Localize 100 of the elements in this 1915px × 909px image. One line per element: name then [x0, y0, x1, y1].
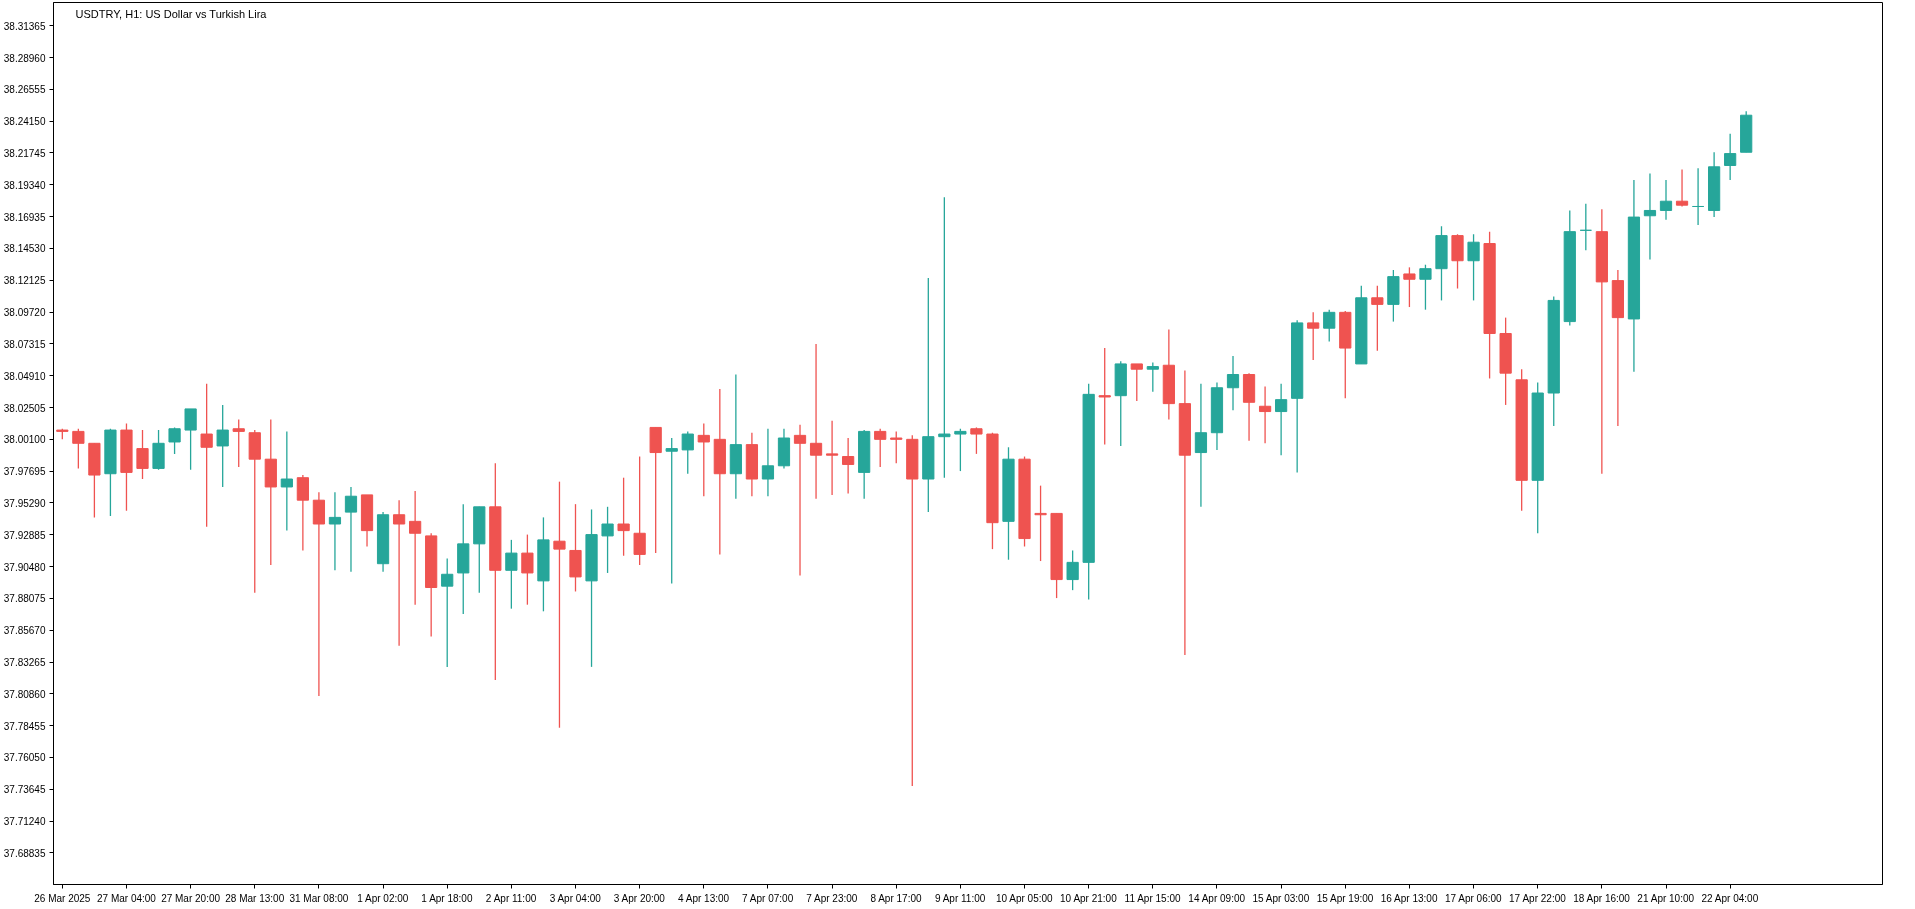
- candlestick: [1146, 361, 1159, 393]
- candlestick: [1643, 172, 1657, 261]
- y-tick-label: 37.88075: [3, 593, 46, 605]
- candlestick: [521, 533, 534, 606]
- candlestick: [328, 491, 342, 571]
- candlestick: [296, 474, 309, 552]
- y-tick-label: 37.97695: [3, 466, 46, 478]
- candlestick: [136, 429, 149, 480]
- x-tick-label: 7 Apr 07:00: [742, 892, 794, 904]
- x-tick-label: 3 Apr 20:00: [613, 892, 666, 904]
- x-tick-label: 2 Apr 11:00: [485, 892, 537, 904]
- y-tick-label: 38.21745: [3, 147, 46, 159]
- x-tick-label: 17 Apr 22:00: [1509, 892, 1567, 904]
- y-tick-label: 38.12125: [3, 275, 46, 287]
- x-tick-label: 10 Apr 05:00: [995, 892, 1054, 904]
- y-tick-label: 38.09720: [3, 307, 46, 319]
- x-tick-label: 14 Apr 09:00: [1188, 892, 1246, 904]
- candlestick: [200, 383, 213, 528]
- candlestick: [890, 430, 903, 464]
- y-tick-label: 38.00100: [3, 434, 46, 446]
- y-tick-label: 38.28960: [3, 52, 46, 64]
- candlestick: [970, 426, 983, 455]
- candlestick: [1226, 355, 1240, 411]
- candlestick: [1403, 266, 1416, 308]
- x-tick-label: 15 Apr 03:00: [1252, 892, 1310, 904]
- candlestick: [505, 539, 518, 610]
- y-tick-label: 38.16935: [3, 211, 46, 223]
- x-tick-label: 1 Apr 18:00: [421, 892, 473, 904]
- y-tick-label: 38.19340: [3, 179, 46, 191]
- candlestick: [1066, 549, 1079, 591]
- candlestick: [216, 404, 229, 488]
- x-tick-label: 21 Apr 10:00: [1637, 892, 1695, 904]
- candlestick: [232, 418, 245, 468]
- candlestick: [168, 426, 181, 455]
- candlestick: [601, 506, 614, 574]
- candlestick: [1675, 168, 1689, 208]
- y-tick-label: 37.85670: [3, 625, 46, 637]
- x-tick-label: 27 Mar 04:00: [97, 892, 157, 904]
- y-tick-label: 38.24150: [3, 116, 46, 128]
- x-tick-label: 16 Apr 13:00: [1380, 892, 1438, 904]
- candlestick: [842, 437, 855, 495]
- candlestick: [1258, 385, 1272, 444]
- candlestick: [809, 343, 823, 500]
- y-tick-label: 38.04910: [3, 370, 46, 382]
- y-tick-label: 38.07315: [3, 338, 46, 350]
- candlestick: [72, 428, 85, 470]
- y-tick-label: 37.90480: [3, 561, 46, 573]
- x-tick-label: 28 Mar 13:00: [225, 892, 285, 904]
- candlestick: [665, 437, 678, 585]
- candlestick: [761, 428, 775, 497]
- candlestick: [1371, 285, 1384, 352]
- y-tick-label: 38.26555: [3, 84, 46, 96]
- x-tick-label: 27 Mar 20:00: [161, 892, 221, 904]
- candlestick: [1194, 383, 1208, 508]
- candlestick: [874, 428, 887, 468]
- x-tick-label: 31 Mar 08:00: [289, 892, 349, 904]
- y-tick-label: 38.14530: [3, 243, 46, 255]
- candlestick: [280, 430, 293, 532]
- x-tick-label: 18 Apr 16:00: [1573, 892, 1631, 904]
- candlestick: [954, 428, 967, 472]
- candlestick: [1098, 347, 1111, 446]
- candlestick: [392, 499, 406, 647]
- x-tick-label: 11 Apr 15:00: [1124, 892, 1181, 904]
- candlestick: [409, 490, 422, 606]
- x-tick-label: 15 Apr 19:00: [1316, 892, 1374, 904]
- x-tick-label: 22 Apr 04:00: [1701, 892, 1759, 904]
- text: USDTRY, H1: US Dollar vs Turkish Lira: [75, 7, 268, 20]
- candlestick: [617, 477, 630, 557]
- y-tick-label: 38.02505: [3, 402, 46, 414]
- candlestick: [441, 557, 454, 668]
- candlestick: [793, 424, 807, 577]
- x-tick-label: 1 Apr 02:00: [357, 892, 409, 904]
- candlestick: [1323, 309, 1336, 343]
- y-tick-label: 37.76050: [3, 752, 46, 764]
- y-tick-label: 37.71240: [3, 816, 46, 828]
- y-tick-label: 37.92885: [3, 529, 46, 541]
- y-tick-label: 37.80860: [3, 688, 46, 700]
- y-tick-label: 37.78455: [3, 720, 46, 732]
- candlestick: [681, 430, 694, 475]
- candlestick: [1659, 179, 1673, 221]
- x-tick-label: 8 Apr 17:00: [870, 892, 922, 904]
- x-tick-label: 3 Apr 04:00: [549, 892, 602, 904]
- candlestick: [553, 481, 566, 729]
- y-tick-label: 37.73645: [3, 784, 46, 796]
- y-tick-label: 37.83265: [3, 657, 46, 669]
- candlestick: [825, 420, 839, 496]
- candlestick: [1691, 167, 1705, 226]
- candlestick: [1579, 203, 1592, 251]
- candlestick: [1467, 233, 1480, 302]
- candlestick: [633, 455, 646, 566]
- x-tick-label: 4 Apr 13:00: [677, 892, 730, 904]
- candlestick: [1724, 133, 1737, 181]
- y-tick-label: 38.31365: [3, 20, 46, 32]
- x-tick-label: 7 Apr 23:00: [806, 892, 858, 904]
- candlestick: [906, 434, 919, 787]
- candlestick: [184, 408, 197, 471]
- candlestick: [312, 491, 326, 697]
- candlestick: [1130, 363, 1143, 402]
- candlestick: [1307, 311, 1320, 361]
- x-tick-label: 17 Apr 06:00: [1444, 892, 1503, 904]
